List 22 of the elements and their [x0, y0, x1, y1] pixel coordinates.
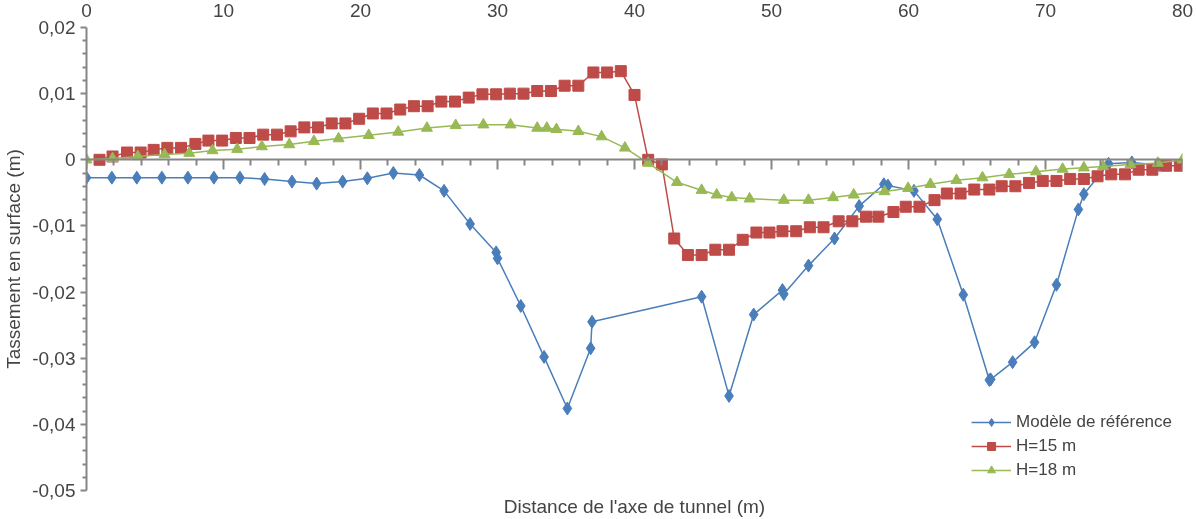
x-tick-label: 0 [81, 0, 92, 21]
x-tick-label: 40 [623, 0, 646, 21]
y-tick-label: -0,02 [32, 281, 76, 303]
y-tick-label: 0,02 [38, 17, 76, 38]
x-tick-label: 70 [1034, 0, 1057, 21]
y-tick-label: -0,03 [32, 347, 76, 369]
x-tick-label: 10 [212, 0, 235, 21]
y-tick-label: -0,01 [32, 215, 76, 237]
x-axis-title: Distance de l'axe de tunnel (m) [503, 495, 766, 517]
y-tick-label: 0,01 [38, 83, 76, 105]
y-axis-title: Tassement en surface (m) [3, 149, 25, 369]
legend-label: H=18 m [1016, 460, 1077, 480]
x-tick-label: 60 [897, 0, 920, 21]
legend-label: H=15 m [1016, 436, 1077, 456]
x-tick-label: 80 [1171, 0, 1194, 21]
y-tick-label: -0,05 [32, 480, 76, 501]
y-tick-label: 0 [64, 149, 76, 171]
x-tick-label: 30 [486, 0, 509, 21]
x-tick-label: 20 [349, 0, 372, 21]
y-tick-label: -0,04 [32, 413, 76, 435]
legend-label: Modèle de référence [1016, 412, 1172, 432]
x-tick-label: 50 [760, 0, 783, 21]
